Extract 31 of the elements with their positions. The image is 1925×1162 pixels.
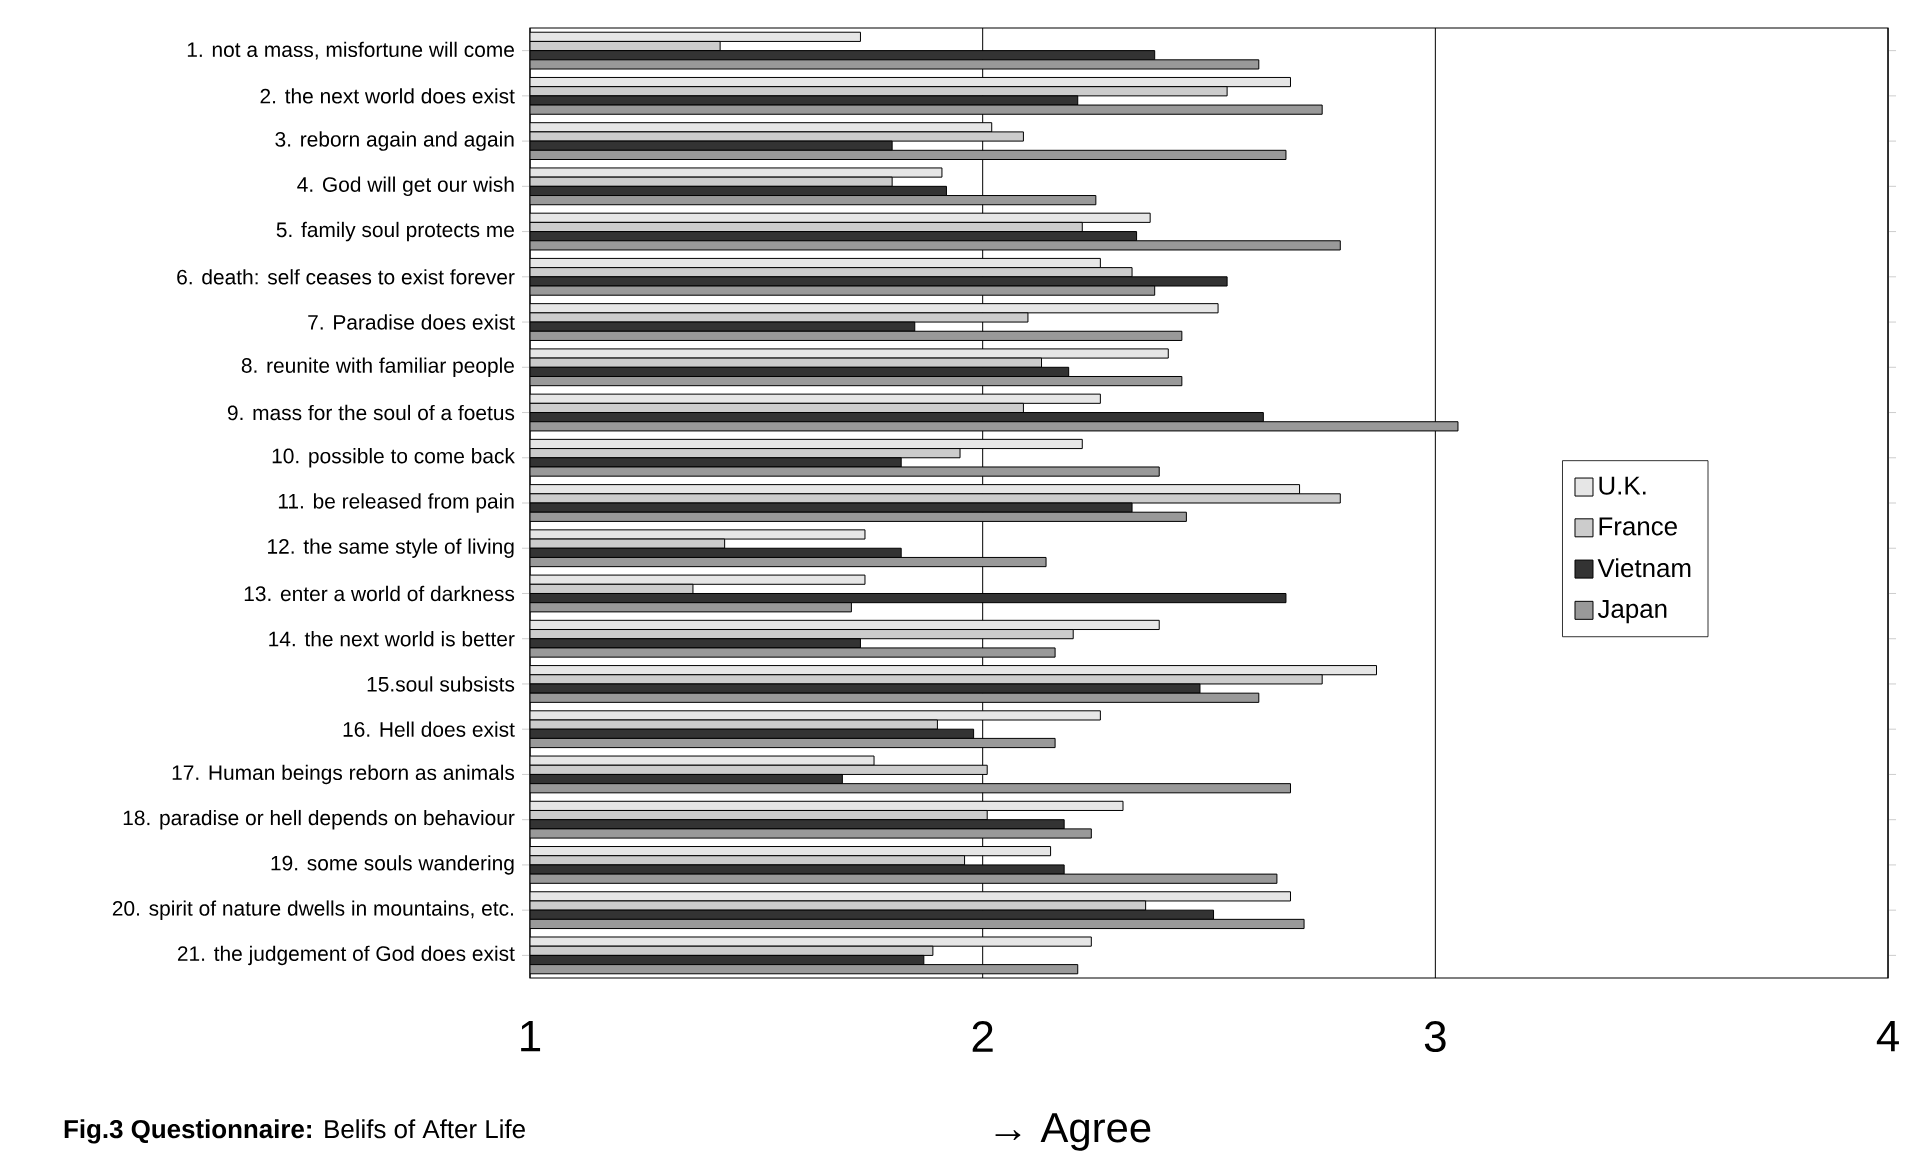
y-tick-label: 18. paradise or hell depends on behaviour xyxy=(123,809,515,830)
y-tick-label: 21. the judgement of God does exist xyxy=(177,945,515,966)
text: → Agree xyxy=(995,1113,1151,1151)
y-tick-label: 12. the same style of living xyxy=(268,538,514,558)
y-tick-label: 14. the next world is better xyxy=(269,631,515,647)
y-tick-label: 15.soul subsists xyxy=(367,676,515,692)
y-tick-label: 7. Paradise does exist xyxy=(308,314,515,330)
x-tick-label: 2 xyxy=(972,1021,993,1052)
y-tick-label: 5. family soul protects me xyxy=(276,221,514,242)
y-tick-label: 16. Hell does exist xyxy=(343,721,515,737)
y-tick-label: 2. the next world does exist xyxy=(260,88,515,104)
y-tick-label: 3. reborn again and again xyxy=(275,131,514,151)
x-tick-label: 4 xyxy=(1876,1021,1899,1052)
x-tick-label: 1 xyxy=(521,1021,541,1052)
y-tick-label: 17. Human beings reborn as animals xyxy=(172,764,515,785)
x-tick-label: 3 xyxy=(1424,1021,1446,1053)
y-tick-label: 13. enter a world of darkness xyxy=(244,585,515,602)
y-tick-label: 9. mass for the soul of a foetus xyxy=(227,404,515,421)
y-tick-label: 19. some souls wandering xyxy=(271,855,514,875)
y-tick-label: 10. possible to come back xyxy=(272,448,515,468)
y-tick-label: 11. be released from pain xyxy=(278,493,514,513)
y-tick-label: 20. spirit of nature dwells in mountains, etc. xyxy=(112,900,513,920)
y-tick-label: 4. God will get our wish xyxy=(297,176,514,197)
legend-label: Japan xyxy=(1597,599,1667,624)
legend-label: Vietnam xyxy=(1597,558,1691,578)
y-tick-label: 6. death: self ceases to exist forever xyxy=(177,269,515,285)
y-tick-label: 8. reunite with familiar people xyxy=(241,357,514,378)
text: Fig.3 Questionnaire: Belifs of After Life xyxy=(64,1119,525,1144)
y-tick-label: 1. not a mass, misfortune will come xyxy=(187,41,514,60)
legend-label: U.K. xyxy=(1599,476,1646,495)
legend-label: France xyxy=(1599,517,1677,536)
